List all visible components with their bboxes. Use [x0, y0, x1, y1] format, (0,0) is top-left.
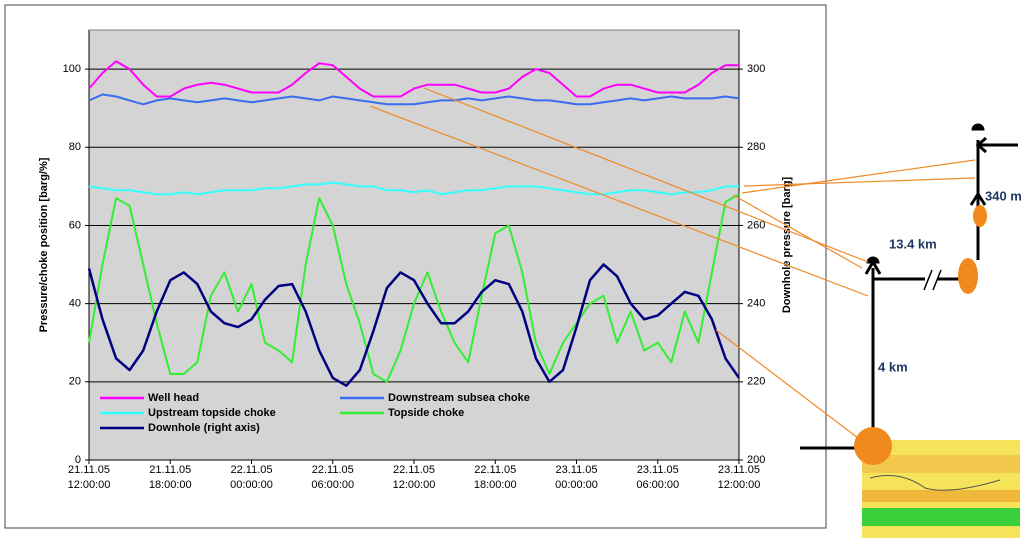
y-tick-label: 60: [69, 219, 81, 231]
y2-tick-label: 300: [747, 63, 765, 75]
legend-label: Upstream topside choke: [148, 407, 276, 419]
valve: [972, 124, 984, 130]
y-tick-label: 40: [69, 298, 81, 310]
legend-label: Downstream subsea choke: [388, 392, 530, 404]
figure: Pressure/choke position [barg/%] Downhol…: [0, 0, 1034, 538]
legend-label: Topside choke: [388, 407, 464, 419]
wellhead: [854, 427, 892, 465]
legend-label: Downhole (right axis): [148, 422, 260, 434]
y-tick-label: 100: [63, 63, 81, 75]
separator: [958, 258, 978, 294]
riser-length: 340 m: [985, 188, 1022, 203]
page: {"chart_data": {"type": "line", "y_label…: [0, 0, 1034, 538]
y2-tick-label: 240: [747, 298, 765, 310]
y2-tick-label: 280: [747, 141, 765, 153]
separator: [973, 205, 987, 227]
legend-label: Well head: [148, 392, 199, 404]
reservoir-layer: [862, 490, 1020, 502]
y-tick-label: 20: [69, 376, 81, 388]
y-axis-label: Pressure/choke position [barg/%]: [38, 157, 50, 332]
y2-axis-label: Downhole pressure [barg]: [781, 177, 793, 314]
y2-tick-label: 220: [747, 376, 765, 388]
pipeline-length: 13.4 km: [889, 236, 937, 251]
valve: [867, 257, 879, 263]
y-tick-label: 80: [69, 141, 81, 153]
reservoir-layer: [862, 508, 1020, 526]
well-depth: 4 km: [878, 359, 908, 374]
